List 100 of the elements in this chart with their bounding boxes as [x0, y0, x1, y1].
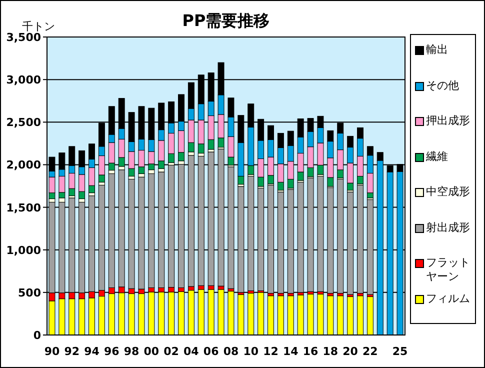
bar [277, 147, 284, 164]
y-tick-label: 500 [18, 286, 42, 300]
bar [88, 185, 95, 194]
bar [277, 132, 284, 148]
bar [307, 167, 314, 177]
bar [228, 136, 234, 158]
bar [337, 170, 344, 178]
bar [128, 168, 135, 176]
bar [138, 173, 145, 178]
bar [148, 170, 155, 174]
bar [268, 125, 274, 140]
bar [347, 147, 354, 164]
x-tick-label: 25 [392, 345, 408, 358]
bar [178, 94, 184, 122]
bar [158, 130, 165, 141]
bar [208, 101, 214, 116]
bar [366, 192, 374, 198]
x-tick-label: 16 [302, 345, 319, 358]
bar [78, 174, 86, 192]
x-tick-label: 10 [243, 345, 259, 358]
legend-label: その他 [426, 78, 460, 92]
chart-title: PP需要推移 [182, 11, 270, 30]
bar [287, 145, 294, 162]
bar [327, 177, 334, 187]
bar [118, 138, 125, 158]
bar [258, 140, 264, 160]
bar [218, 138, 224, 148]
x-tick-label: 14 [282, 345, 299, 358]
x-tick-label: 92 [64, 345, 80, 358]
bar [268, 139, 274, 158]
bar [228, 288, 234, 292]
bar [297, 136, 304, 154]
bar [258, 176, 264, 187]
x-tick-label: 94 [84, 345, 100, 358]
bar [138, 138, 145, 150]
x-tick-label: 90 [44, 345, 60, 358]
bar [218, 286, 224, 290]
bar [58, 292, 66, 300]
bar [327, 130, 334, 142]
bar [347, 182, 354, 191]
bar [78, 191, 86, 200]
bar [248, 165, 254, 175]
bar [138, 166, 145, 174]
x-tick-label: 00 [144, 345, 160, 358]
bar [108, 142, 115, 164]
y-tick-label: 2,000 [6, 158, 42, 172]
x-tick-label: 04 [184, 345, 200, 358]
bar [58, 169, 66, 176]
bar [78, 198, 86, 202]
bar [148, 139, 155, 152]
bar [307, 131, 314, 148]
legend-label: フィルム [426, 292, 471, 306]
bar [168, 122, 175, 134]
bar [58, 176, 66, 193]
y-tick-label: 1,000 [6, 244, 42, 257]
bar [287, 178, 294, 188]
x-tick-label: 02 [164, 345, 179, 358]
bar [198, 285, 204, 290]
x-tick-label: 12 [263, 345, 278, 358]
bar [376, 152, 384, 161]
legend-label: 中空成形 [426, 185, 471, 199]
bar [366, 146, 374, 156]
bar [148, 151, 155, 164]
bar [337, 132, 344, 150]
bar [317, 127, 324, 144]
x-tick-label: 06 [203, 345, 220, 358]
legend-label: 繊維 [426, 150, 449, 164]
legend-label: 輸出 [426, 43, 449, 57]
legend-label: フラットヤーン [426, 256, 471, 284]
bar [118, 166, 125, 170]
bar [168, 153, 175, 163]
bar [208, 139, 214, 150]
bar [297, 172, 304, 181]
bar [277, 182, 284, 191]
bar [88, 167, 95, 186]
bar [178, 287, 184, 292]
bar [108, 134, 115, 143]
bar [128, 176, 135, 180]
bar [287, 130, 294, 146]
bar [208, 285, 214, 290]
x-tick-label: 98 [124, 345, 140, 358]
bar [238, 184, 244, 187]
y-tick-label: 2,500 [6, 116, 42, 130]
bar [68, 172, 76, 189]
y-tick-label: 0 [33, 329, 42, 342]
bar [88, 144, 95, 160]
bar [357, 176, 364, 184]
bar [238, 176, 244, 185]
bar [357, 138, 364, 156]
bar [118, 128, 125, 140]
bar [208, 149, 214, 152]
y-tick-label: 3,500 [6, 31, 42, 44]
bar [58, 198, 66, 202]
bar [78, 166, 86, 175]
bar [188, 82, 194, 109]
bar [108, 170, 115, 174]
bar [168, 132, 175, 154]
y-tick-label: 1,500 [6, 201, 42, 214]
bar [218, 94, 224, 115]
x-tick-label: 20 [342, 345, 358, 358]
